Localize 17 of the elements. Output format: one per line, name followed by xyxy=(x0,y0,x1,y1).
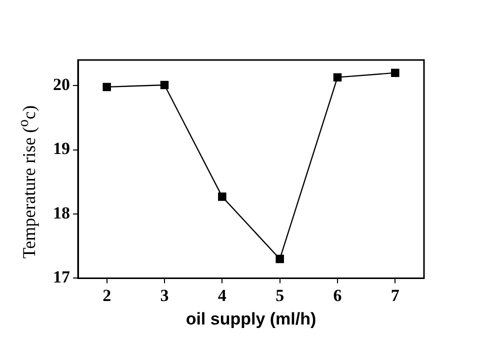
y-tick-label: 18 xyxy=(53,203,70,222)
x-axis-title: oil supply (ml/h) xyxy=(186,309,316,328)
point xyxy=(102,82,111,92)
x-tick-label: 4 xyxy=(218,286,227,305)
x-tick-label: 5 xyxy=(276,286,284,305)
y-tick-label: 19 xyxy=(53,139,70,158)
x-tick-label: 6 xyxy=(333,286,342,305)
point xyxy=(276,254,284,264)
x-tick-label: 7 xyxy=(390,286,400,305)
point xyxy=(218,192,226,201)
y-tick-label: 17 xyxy=(53,268,70,287)
x-tick-label: 2 xyxy=(102,286,112,305)
y-tick-label: 20 xyxy=(53,75,70,94)
point xyxy=(333,73,342,82)
point xyxy=(391,68,400,77)
point xyxy=(160,80,169,90)
x-tick-label: 3 xyxy=(160,286,169,305)
